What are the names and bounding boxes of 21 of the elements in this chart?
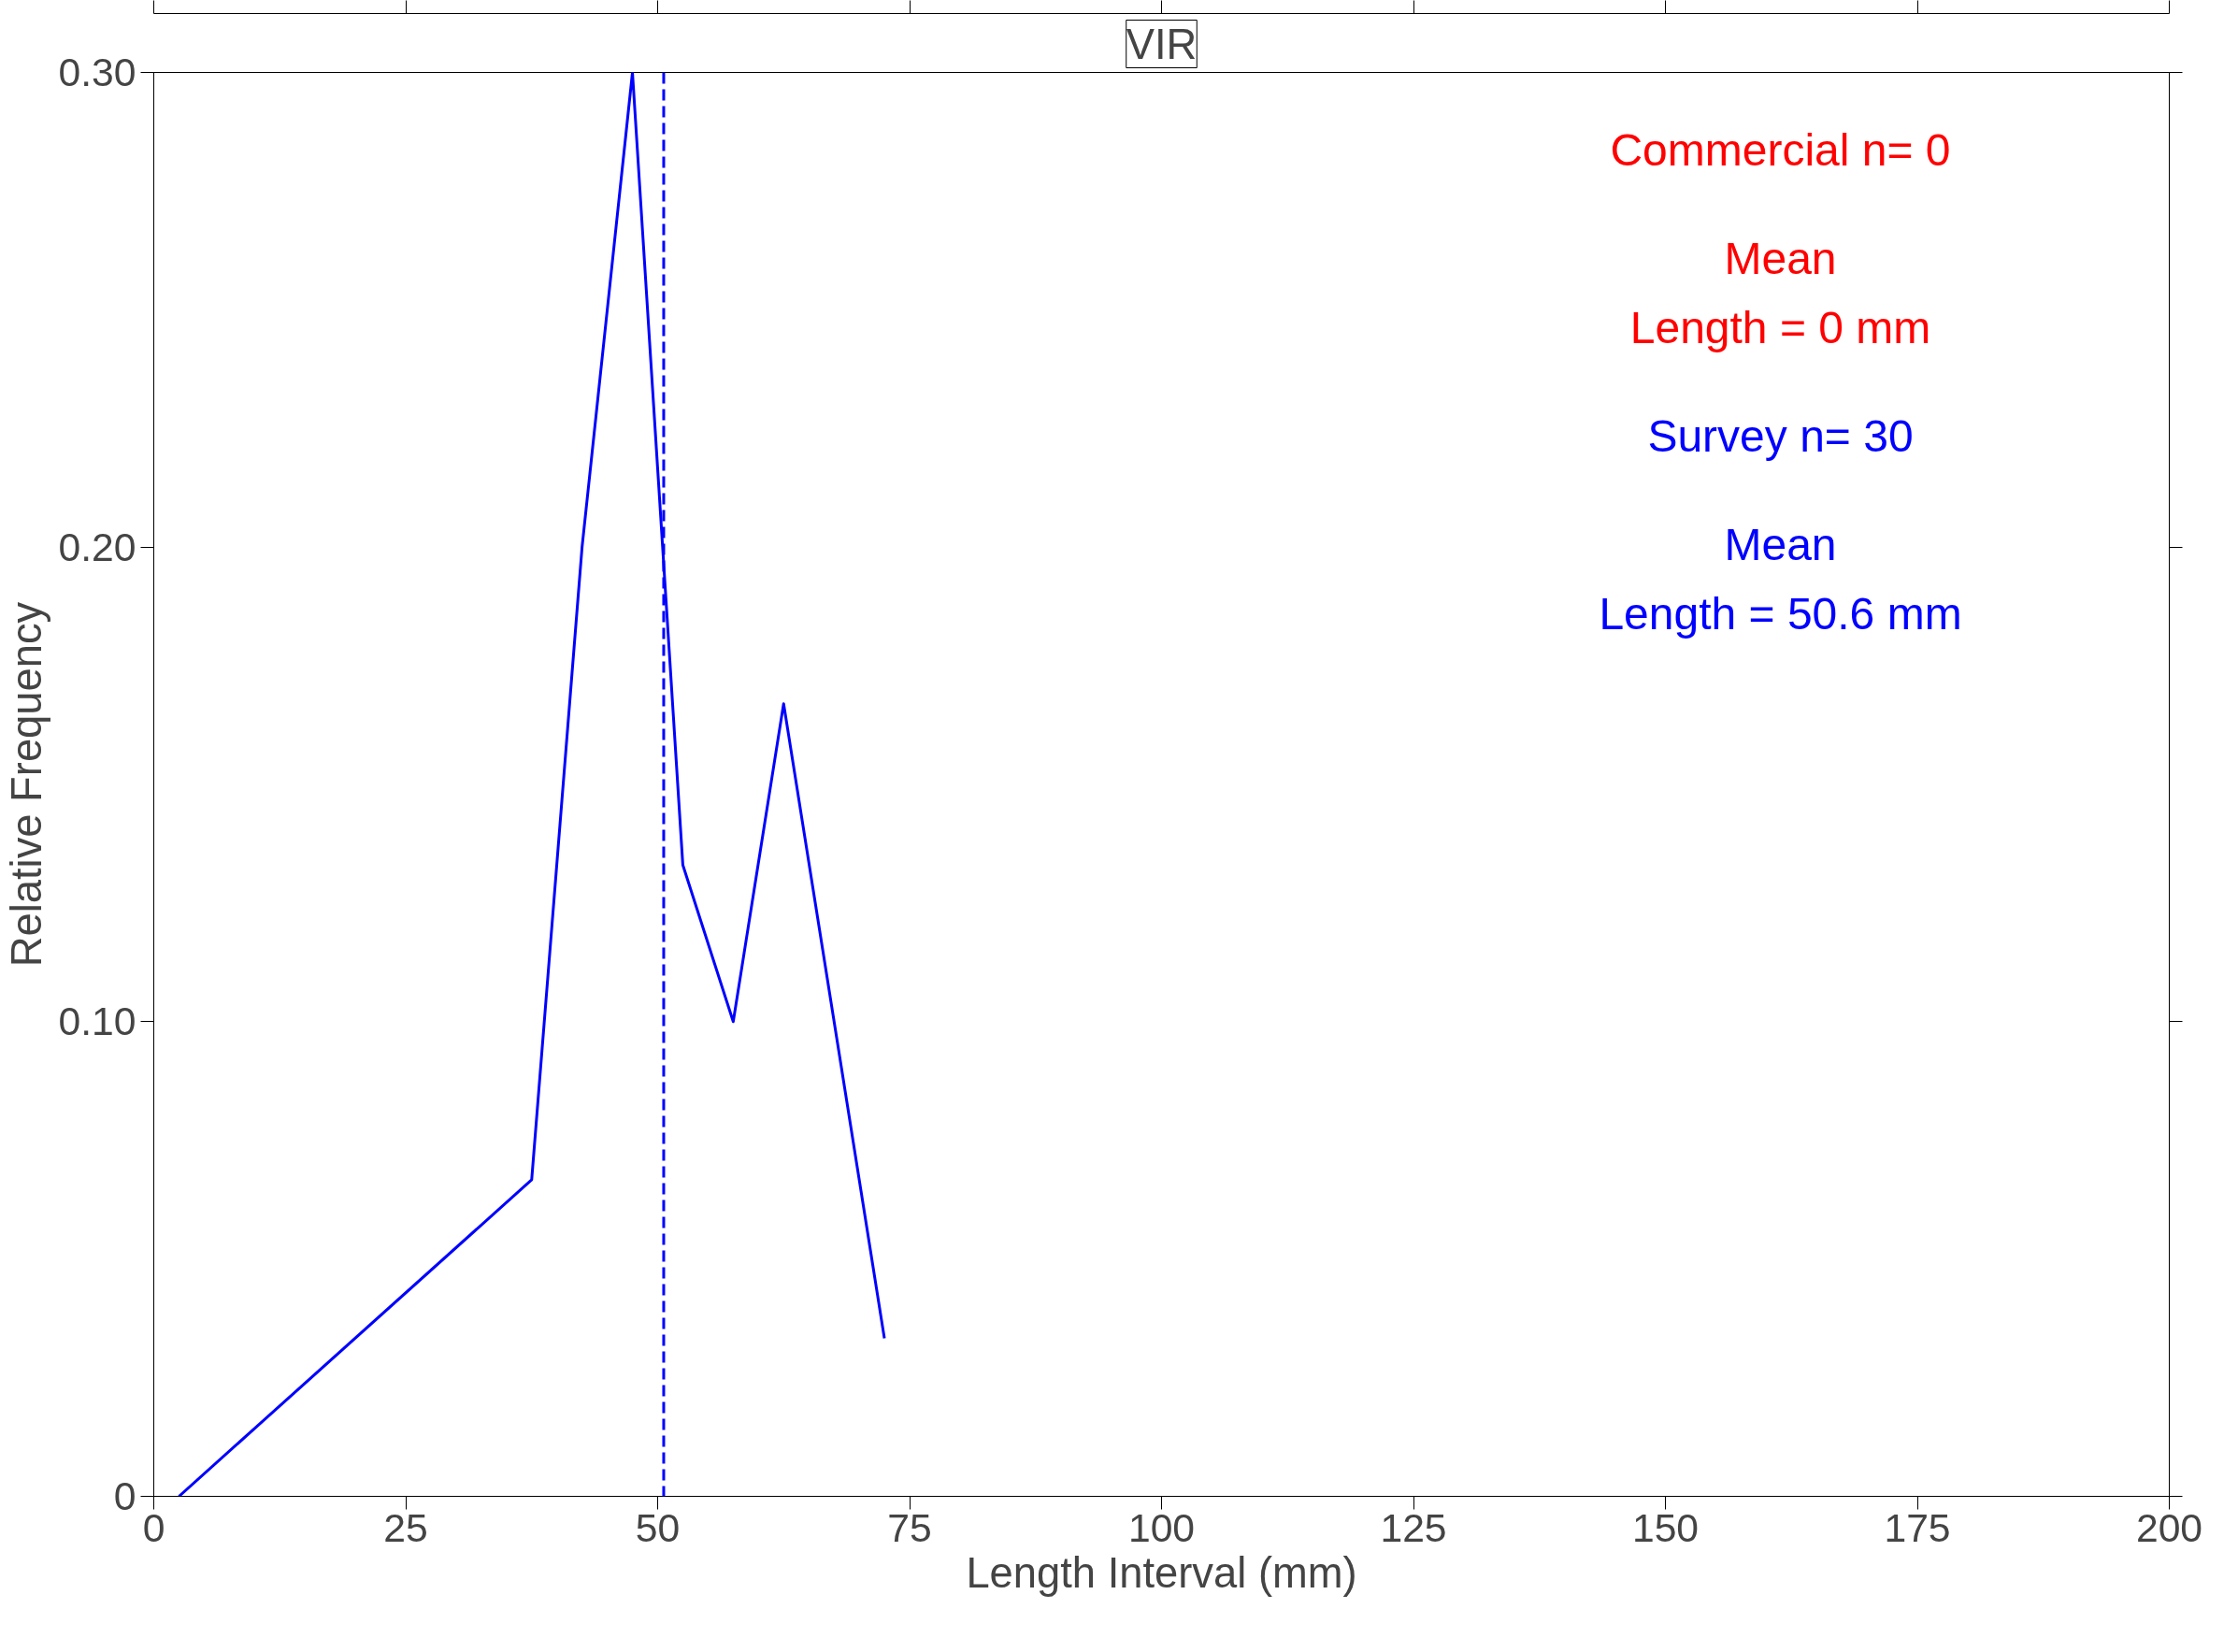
y-tick-label: 0.30 [58, 50, 136, 94]
x-tick-label: 125 [1380, 1504, 1447, 1550]
annotation: Mean Length = 0 mm [1629, 234, 1931, 352]
x-tick-label: 50 [635, 1504, 681, 1550]
x-tick-label: 100 [1127, 1504, 1196, 1550]
x-tick-label: 25 [383, 1504, 428, 1550]
annotation: Mean Length = 50.6 mm [1599, 520, 1962, 639]
y-tick-label: 0 [113, 1473, 136, 1518]
line-series [177, 72, 886, 1497]
y-tick-label: 0.20 [58, 524, 136, 569]
x-tick-label: 75 [887, 1504, 932, 1550]
x-tick-label: 200 [2135, 1504, 2203, 1550]
x-axis-title: Length Interval (mm) [966, 1548, 1357, 1597]
chart-title: VIR [1126, 20, 1198, 68]
x-tick-label: 0 [142, 1504, 165, 1550]
annotation: Survey n= 30 [1647, 411, 1914, 461]
annotation: Commercial n= 0 [1610, 125, 1951, 175]
x-tick-label: 175 [1884, 1504, 1951, 1550]
x-tick-label: 150 [1631, 1504, 1700, 1550]
y-axis-title: Relative Frequency [3, 601, 51, 968]
y-tick-label: 0.10 [58, 998, 136, 1044]
